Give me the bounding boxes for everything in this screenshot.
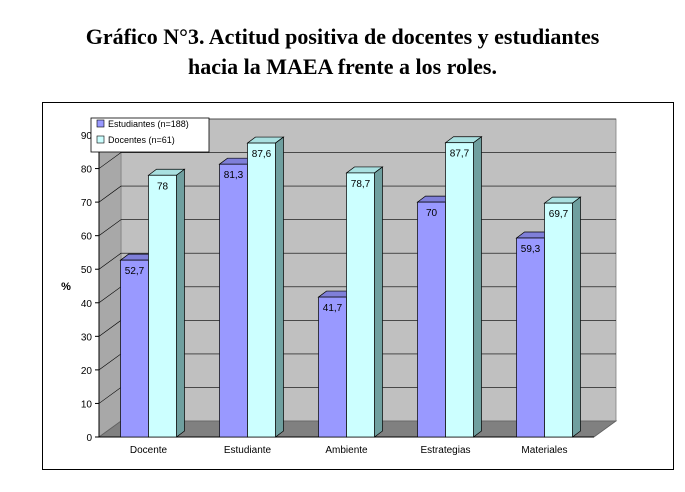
data-label: 87,7 [450, 149, 470, 160]
chart-title: Gráfico N°3. Actitud positiva de docente… [0, 22, 685, 82]
bar-docentes-ambiente [345, 166, 384, 438]
data-label: 59,3 [521, 244, 541, 255]
bar-side [473, 136, 482, 438]
data-label: 81,3 [224, 170, 244, 181]
x-tick-label: Docente [130, 445, 168, 456]
bar-docentes-materiales [543, 196, 582, 438]
bar-front [148, 174, 177, 438]
x-tick-label: Ambiente [325, 445, 368, 456]
bar-side [374, 166, 383, 438]
y-tick-label: 60 [81, 232, 93, 243]
legend-label: Docentes (n=61) [108, 135, 175, 145]
legend-swatch [96, 135, 105, 144]
y-tick-label: 80 [81, 165, 93, 176]
data-label: 87,6 [252, 149, 272, 160]
bar-front [544, 202, 573, 438]
data-label: 41,7 [323, 303, 343, 314]
legend-label: Estudiantes (n=188) [108, 119, 189, 129]
bar-front [120, 259, 149, 438]
x-tick-label: Materiales [521, 445, 567, 456]
legend-swatch [96, 119, 105, 128]
y-axis-label: % [61, 281, 71, 293]
legend-box [90, 117, 210, 153]
bar-side [572, 196, 581, 438]
y-tick-label: 20 [81, 366, 93, 377]
bar-side [176, 168, 185, 438]
bar-docentes-estrategias [444, 136, 483, 438]
bar-front [219, 163, 248, 438]
bar-docentes-estudiante [246, 136, 285, 438]
data-label: 52,7 [125, 266, 145, 277]
y-tick-label: 10 [81, 399, 93, 410]
y-tick-label: 40 [81, 299, 93, 310]
bar-front [417, 201, 446, 438]
data-label: 70 [426, 208, 438, 219]
y-tick-label: 70 [81, 198, 93, 209]
bar-docentes-docente [147, 168, 186, 438]
bar-front [516, 237, 545, 438]
data-label: 78,7 [351, 179, 371, 190]
bar-front [318, 296, 347, 438]
data-label: 78 [157, 181, 169, 192]
y-tick-label: 90 [81, 131, 93, 142]
x-tick-label: Estudiante [224, 445, 272, 456]
chart-title-line-2: hacia la MAEA frente a los roles. [188, 54, 497, 79]
bar-front [247, 142, 276, 438]
x-tick-label: Estrategias [420, 445, 470, 456]
chart-title-line-1: Gráfico N°3. Actitud positiva de docente… [85, 24, 600, 49]
bar-front [445, 142, 474, 438]
y-tick-label: 0 [86, 433, 92, 444]
bar-front [346, 172, 375, 438]
bar-side [275, 136, 284, 438]
y-tick-label: 30 [81, 332, 93, 343]
data-label: 69,7 [549, 209, 569, 220]
plot-side-wall [98, 118, 122, 438]
y-tick-label: 50 [81, 265, 93, 276]
